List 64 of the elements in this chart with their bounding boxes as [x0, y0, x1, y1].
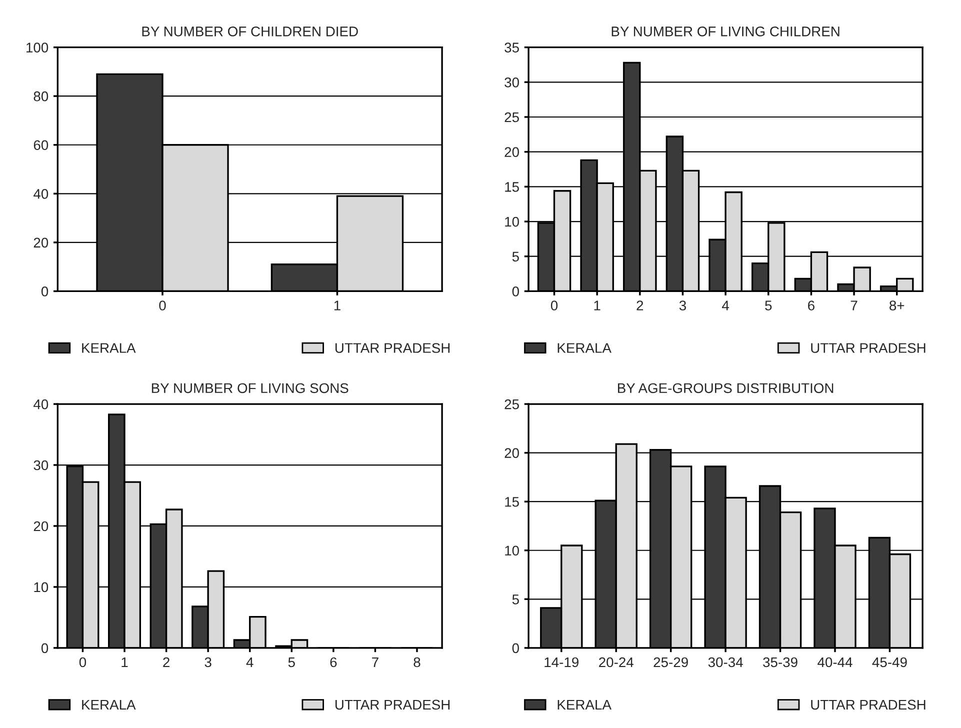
x-tick-label: 6	[330, 657, 337, 668]
chart-title: BY NUMBER OF LIVING SONS	[152, 383, 348, 394]
y-tick-label: 15	[505, 182, 519, 192]
x-tick-label: 6	[808, 300, 814, 310]
y-tick-label: 20	[504, 147, 519, 158]
y-tick-label: 60	[34, 140, 48, 150]
y-tick-label: 20	[34, 238, 48, 248]
x-tick-label: 0	[550, 300, 558, 310]
y-tick-label: 0	[41, 643, 48, 654]
y-tick-label: 5	[512, 252, 519, 262]
legend-label: UTTAR PRADESH	[335, 700, 450, 710]
y-tick-label: 15	[505, 497, 519, 507]
legend-label: KERALA	[558, 343, 612, 353]
y-tick-label: 35	[504, 42, 519, 52]
y-tick-label: 25	[504, 399, 519, 410]
x-tick-label: 4	[722, 300, 730, 310]
y-tick-label: 20	[504, 448, 519, 458]
legend-label: KERALA	[82, 700, 136, 710]
x-tick-label: 1	[334, 300, 340, 310]
x-tick-label: 7	[850, 300, 858, 310]
x-tick-label: 14-19	[544, 657, 578, 668]
y-tick-label: 25	[504, 112, 519, 122]
x-tick-label: 35-39	[763, 657, 798, 668]
legend-label: KERALA	[558, 700, 612, 710]
x-tick-label: 2	[636, 300, 644, 310]
x-tick-label: 20-24	[599, 657, 634, 668]
x-tick-label: 0	[159, 300, 166, 310]
chart-title: BY AGE-GROUPS DISTRIBUTION	[618, 383, 834, 394]
x-tick-label: 25-29	[654, 657, 688, 668]
legend-label: UTTAR PRADESH	[335, 343, 450, 353]
y-tick-label: 40	[34, 188, 48, 199]
y-tick-label: 40	[34, 399, 48, 410]
y-tick-label: 0	[512, 286, 519, 296]
y-tick-label: 80	[34, 91, 48, 102]
x-tick-label: 8	[414, 657, 420, 668]
x-tick-label: 5	[765, 300, 772, 310]
x-tick-label: 2	[163, 657, 170, 668]
chart-title: BY NUMBER OF CHILDREN DIED	[142, 26, 358, 36]
y-tick-label: 30	[504, 77, 519, 88]
x-tick-label: 3	[204, 657, 212, 668]
y-tick-label: 0	[512, 643, 519, 654]
y-tick-label: 100	[26, 42, 48, 52]
x-tick-label: 1	[122, 657, 128, 668]
x-tick-label: 5	[288, 657, 295, 668]
chart-title: BY NUMBER OF LIVING CHILDREN	[612, 26, 840, 36]
legend-label: UTTAR PRADESH	[811, 343, 926, 353]
y-tick-label: 0	[41, 286, 48, 296]
x-tick-label: 0	[79, 657, 86, 668]
x-tick-label: 1	[594, 300, 600, 310]
y-tick-label: 10	[505, 546, 519, 556]
x-tick-label: 40-44	[818, 657, 852, 668]
y-tick-label: 5	[512, 594, 519, 604]
y-tick-label: 30	[34, 460, 48, 470]
x-tick-label: 30-34	[708, 657, 743, 668]
y-tick-label: 20	[34, 521, 48, 532]
x-tick-label: 8+	[890, 300, 904, 310]
x-tick-label: 3	[679, 300, 686, 310]
y-tick-label: 10	[34, 582, 48, 592]
x-tick-label: 45-49	[872, 657, 907, 668]
legend-label: UTTAR PRADESH	[811, 700, 926, 710]
x-tick-label: 7	[372, 657, 378, 668]
y-tick-label: 10	[505, 216, 519, 227]
x-tick-label: 4	[246, 657, 254, 668]
legend-label: KERALA	[82, 343, 136, 353]
